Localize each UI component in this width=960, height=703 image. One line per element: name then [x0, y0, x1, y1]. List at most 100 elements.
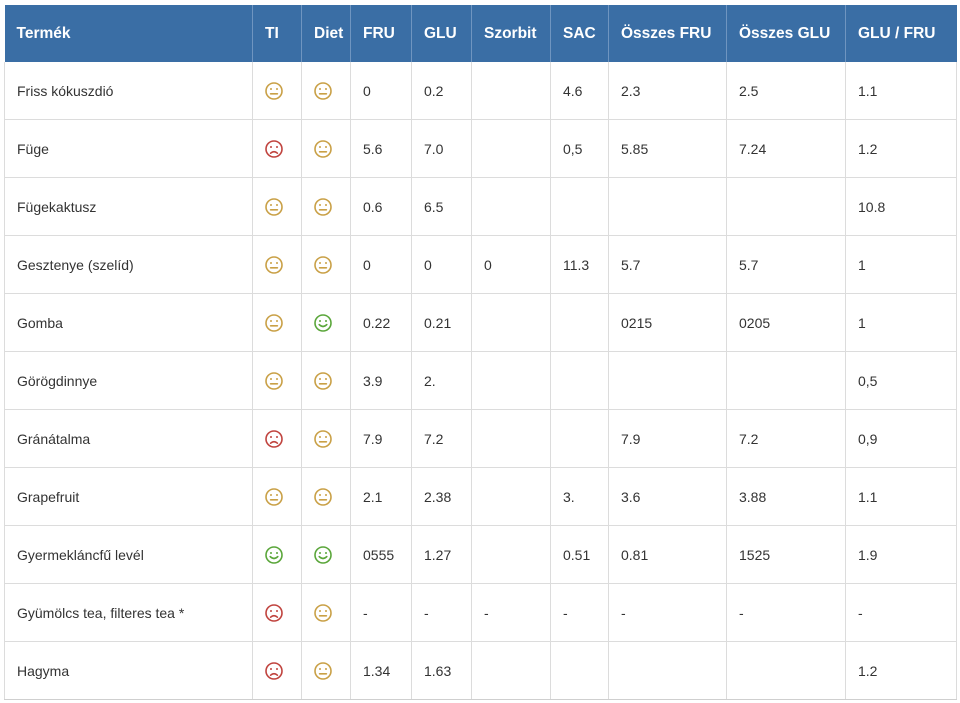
diet-rating-cell	[301, 119, 351, 178]
smiley-sad-icon	[265, 139, 283, 158]
smiley-neutral-icon	[265, 197, 283, 216]
fru-cell: 2.1	[350, 467, 412, 526]
smiley-neutral-icon	[314, 81, 332, 100]
sac-cell: 0.51	[550, 525, 609, 584]
header-fru: FRU	[350, 5, 412, 62]
product-name-cell: Friss kókuszdió	[4, 62, 253, 120]
diet-rating-cell	[301, 583, 351, 642]
ti-rating-cell	[252, 177, 302, 236]
sac-cell	[550, 409, 609, 468]
sac-cell: 4.6	[550, 62, 609, 120]
sac-cell: -	[550, 583, 609, 642]
table-row: Grapefruit 2.1 2.38 3. 3.6 3.88 1.1	[4, 467, 957, 526]
total-glu-cell: 0205	[726, 293, 846, 352]
ti-rating-cell	[252, 351, 302, 410]
glu-fru-ratio-cell: -	[845, 583, 957, 642]
fru-cell: 7.9	[350, 409, 412, 468]
product-name-cell: Gránátalma	[4, 409, 253, 468]
sorbitol-cell	[471, 293, 551, 352]
glu-cell: 0.2	[411, 62, 472, 120]
ti-rating-cell	[252, 235, 302, 294]
table-row: Gyümölcs tea, filteres tea * - - - - - - -	[4, 583, 957, 642]
smiley-sad-icon	[265, 661, 283, 680]
total-fru-cell: 0215	[608, 293, 727, 352]
header-glu-fru-ratio: GLU / FRU	[845, 5, 957, 62]
sorbitol-cell	[471, 177, 551, 236]
smiley-neutral-icon	[314, 255, 332, 274]
smiley-neutral-icon	[314, 429, 332, 448]
smiley-neutral-icon	[265, 313, 283, 332]
glu-fru-ratio-cell: 1.1	[845, 62, 957, 120]
smiley-neutral-icon	[314, 661, 332, 680]
total-glu-cell	[726, 177, 846, 236]
fru-cell: 5.6	[350, 119, 412, 178]
glu-cell: 0	[411, 235, 472, 294]
glu-fru-ratio-cell: 0,5	[845, 351, 957, 410]
fru-cell: 0555	[350, 525, 412, 584]
sorbitol-cell	[471, 641, 551, 700]
product-name-cell: Gesztenye (szelíd)	[4, 235, 253, 294]
smiley-neutral-icon	[265, 487, 283, 506]
smiley-neutral-icon	[314, 197, 332, 216]
smiley-neutral-icon	[265, 81, 283, 100]
product-name-cell: Grapefruit	[4, 467, 253, 526]
product-name-cell: Gyermekláncfű levél	[4, 525, 253, 584]
smiley-happy-icon	[314, 313, 332, 332]
glu-fru-ratio-cell: 1.2	[845, 641, 957, 700]
sorbitol-cell: 0	[471, 235, 551, 294]
table-row: Fügekaktusz 0.6 6.5 10.8	[4, 177, 957, 236]
food-table: Termék TI Diet FRU GLU Szorbit SAC Összes FRU Ös…	[4, 5, 957, 700]
table-row: Görögdinnye 3.9 2. 0,5	[4, 351, 957, 410]
sac-cell: 0,5	[550, 119, 609, 178]
total-fru-cell	[608, 351, 727, 410]
total-glu-cell: 5.7	[726, 235, 846, 294]
diet-rating-cell	[301, 409, 351, 468]
sorbitol-cell	[471, 62, 551, 120]
glu-cell: 7.2	[411, 409, 472, 468]
total-glu-cell	[726, 641, 846, 700]
sorbitol-cell	[471, 351, 551, 410]
smiley-neutral-icon	[314, 603, 332, 622]
table-row: Gesztenye (szelíd) 0 0 0 11.3 5.7 5.7 1	[4, 235, 957, 294]
total-fru-cell: -	[608, 583, 727, 642]
glu-cell: -	[411, 583, 472, 642]
fru-cell: 3.9	[350, 351, 412, 410]
smiley-neutral-icon	[265, 371, 283, 390]
sac-cell	[550, 177, 609, 236]
ti-rating-cell	[252, 583, 302, 642]
header-total-glu: Összes GLU	[726, 5, 846, 62]
total-fru-cell: 3.6	[608, 467, 727, 526]
table-row: Gránátalma 7.9 7.2 7.9 7.2 0,9	[4, 409, 957, 468]
fru-cell: 0	[350, 235, 412, 294]
header-ti: TI	[252, 5, 302, 62]
fru-cell: -	[350, 583, 412, 642]
glu-fru-ratio-cell: 1.2	[845, 119, 957, 178]
sorbitol-cell	[471, 119, 551, 178]
glu-cell: 0.21	[411, 293, 472, 352]
glu-fru-ratio-cell: 0,9	[845, 409, 957, 468]
total-glu-cell	[726, 351, 846, 410]
sac-cell	[550, 351, 609, 410]
ti-rating-cell	[252, 525, 302, 584]
ti-rating-cell	[252, 641, 302, 700]
fru-cell: 1.34	[350, 641, 412, 700]
header-total-fru: Összes FRU	[608, 5, 727, 62]
total-fru-cell	[608, 177, 727, 236]
product-name-cell: Görögdinnye	[4, 351, 253, 410]
ti-rating-cell	[252, 409, 302, 468]
total-glu-cell: 1525	[726, 525, 846, 584]
fru-cell: 0	[350, 62, 412, 120]
total-fru-cell: 2.3	[608, 62, 727, 120]
total-glu-cell: 2.5	[726, 62, 846, 120]
diet-rating-cell	[301, 62, 351, 120]
ti-rating-cell	[252, 467, 302, 526]
smiley-neutral-icon	[314, 371, 332, 390]
smiley-neutral-icon	[314, 487, 332, 506]
table-row: Gyermekláncfű levél 0555 1.27 0.51 0.81 1525 1…	[4, 525, 957, 584]
diet-rating-cell	[301, 525, 351, 584]
glu-cell: 1.27	[411, 525, 472, 584]
sac-cell	[550, 293, 609, 352]
total-fru-cell	[608, 641, 727, 700]
diet-rating-cell	[301, 177, 351, 236]
glu-fru-ratio-cell: 1	[845, 235, 957, 294]
